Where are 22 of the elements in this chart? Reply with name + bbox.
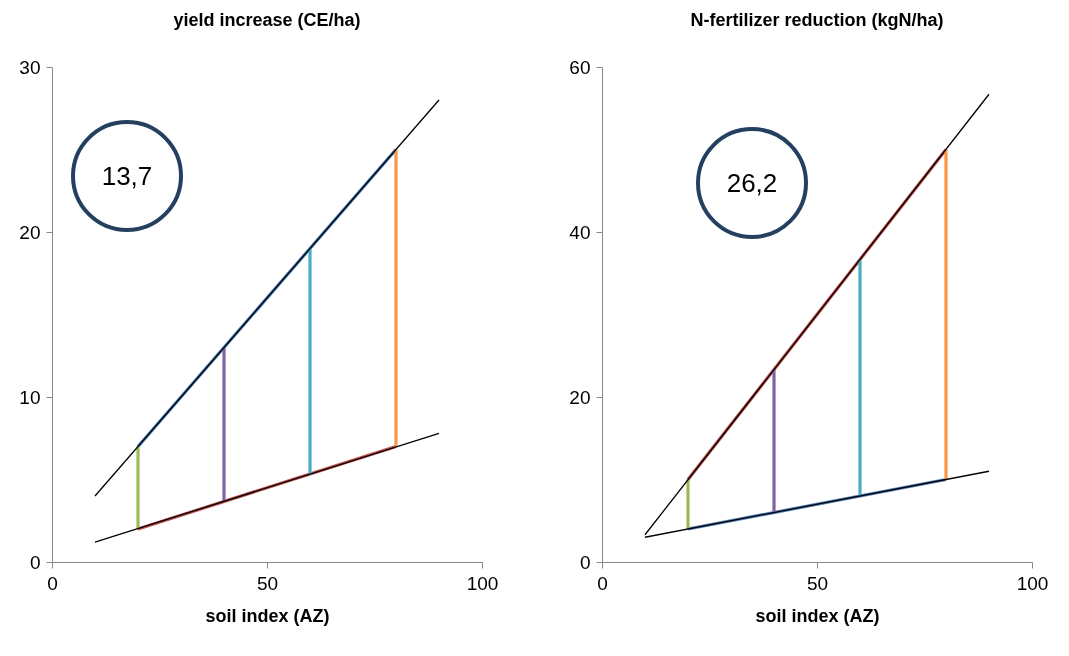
annotation: 13,7 [101, 160, 153, 192]
y-tick-label: 20 [19, 221, 41, 243]
x-tick-label: 0 [597, 572, 608, 594]
x-tick-label: 100 [1016, 572, 1049, 594]
x-tick-label: 100 [466, 572, 499, 594]
x-axis-title: soil index (AZ) [755, 605, 880, 626]
chart-title: N-fertilizer reduction (kgN/ha) [690, 10, 944, 30]
y-tick-label: 30 [19, 56, 41, 78]
y-tick-label: 60 [569, 56, 591, 78]
annotation: 26,2 [726, 167, 778, 199]
x-tick-label: 50 [256, 572, 279, 594]
x-tick-label: 50 [806, 572, 829, 594]
y-tick-label: 10 [19, 386, 41, 408]
circle-outline: 13,7 [71, 120, 183, 232]
circle-outline: 26,2 [696, 127, 808, 239]
y-tick-label: 40 [569, 221, 591, 243]
y-tick-label: 0 [29, 551, 41, 573]
y-tick-label: 20 [569, 386, 591, 408]
x-tick-label: 0 [47, 572, 58, 594]
y-tick-label: 0 [579, 551, 591, 573]
chart-title: yield increase (CE/ha) [173, 10, 361, 30]
x-axis-title: soil index (AZ) [205, 605, 330, 626]
